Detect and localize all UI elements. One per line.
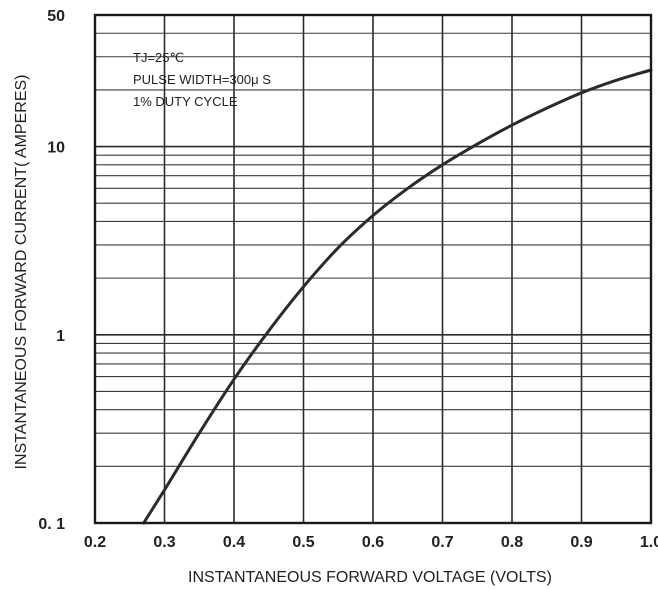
y-tick-label: 10 [47,140,65,157]
y-tick-label: 1 [56,328,65,345]
annotation-duty-cycle: 1% DUTY CYCLE [133,94,238,109]
x-tick-label: 0.6 [362,534,384,551]
x-tick-label: 0.7 [431,534,453,551]
grid [95,15,651,523]
x-tick-label: 1.0 [640,534,658,551]
y-tick-labels: 0. 1 1 10 50 [38,8,65,533]
x-tick-label: 0.8 [501,534,523,551]
x-tick-label: 0.9 [570,534,592,551]
x-tick-labels: 0.2 0.3 0.4 0.5 0.6 0.7 0.8 0.9 1.0 [84,534,658,551]
y-tick-label: 0. 1 [38,516,65,533]
data-points [142,68,653,525]
y-tick-label: 50 [47,8,65,25]
x-tick-label: 0.3 [153,534,175,551]
annotation-temperature: TJ=25℃ [133,50,184,65]
x-tick-label: 0.2 [84,534,106,551]
y-axis-title: INSTANTANEOUS FORWARD CURRENT( AMPERES) [13,75,30,470]
annotation-pulse-width: PULSE WIDTH=300μ S [133,72,271,87]
x-tick-label: 0.4 [223,534,245,551]
x-tick-label: 0.5 [292,534,314,551]
x-axis-title: INSTANTANEOUS FORWARD VOLTAGE (VOLTS) [188,569,552,586]
series-curve [144,70,651,523]
